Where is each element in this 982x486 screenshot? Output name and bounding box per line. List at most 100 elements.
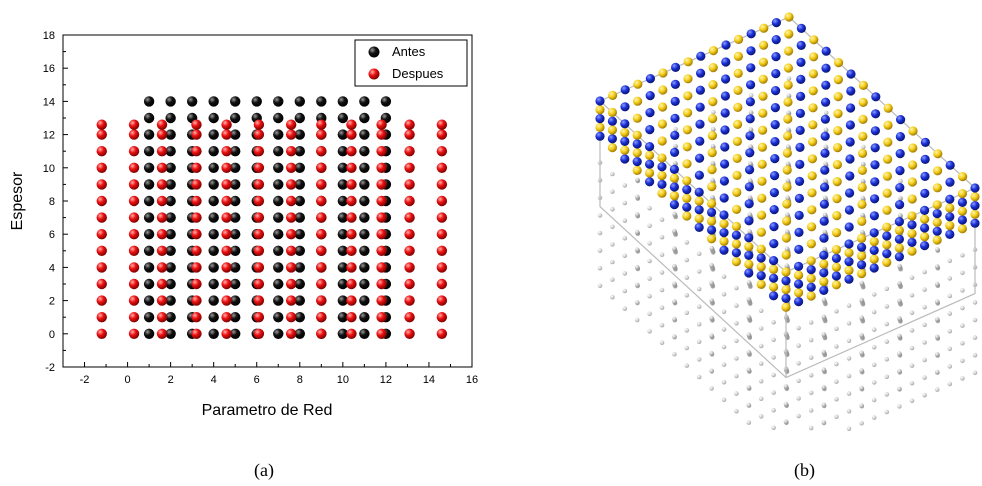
lattice-atom-yellow [731, 221, 741, 231]
lattice-atom-grey [622, 200, 628, 206]
lattice-atom-grey [647, 311, 652, 317]
lattice-atom-blue [719, 193, 729, 203]
lattice-atom-grey [659, 270, 665, 275]
lattice-atom-grey [610, 224, 615, 230]
lattice-atom-grey [721, 379, 727, 385]
lattice-atom-blue [771, 52, 781, 62]
lattice-atom-grey [808, 355, 814, 360]
point-antes [165, 129, 176, 140]
point-despues [253, 212, 265, 223]
point-antes [230, 146, 241, 157]
lattice-atom-grey [597, 265, 603, 271]
point-antes [359, 229, 370, 240]
lattice-atom-blue [820, 131, 830, 141]
lattice-atom-blue [844, 205, 854, 215]
point-despues [404, 312, 415, 323]
lattice-atom-grey [696, 357, 702, 362]
lattice-atom-grey [909, 328, 915, 333]
y-tick-label: 10 [43, 163, 55, 175]
lattice-atom-grey [634, 282, 640, 288]
point-antes [143, 179, 155, 190]
point-despues [253, 129, 265, 140]
lattice-atom-blue [620, 102, 630, 112]
lattice-atom-grey [834, 326, 839, 332]
lattice-atom-yellow [907, 229, 917, 239]
point-despues [96, 229, 107, 240]
lattice-atom-yellow [857, 216, 867, 226]
lattice-atom-grey [897, 333, 902, 339]
lattice-atom-grey [834, 308, 839, 314]
lattice-atom-yellow [744, 242, 754, 252]
lattice-atom-grey [747, 212, 753, 217]
lattice-atom-grey [721, 397, 727, 403]
lattice-atom-blue [696, 51, 706, 61]
lattice-atom-yellow [632, 148, 642, 158]
lattice-atom-blue [945, 212, 955, 222]
caption-b: (b) [794, 460, 815, 480]
point-despues [156, 262, 168, 273]
lattice-atom-blue [907, 237, 917, 247]
lattice-atom-grey [823, 161, 828, 167]
lattice-atom-grey [909, 275, 915, 280]
x-tick-label: 2 [168, 374, 174, 386]
point-antes [165, 312, 176, 323]
lattice-atom-blue [745, 97, 755, 107]
point-antes [230, 295, 241, 306]
point-antes [294, 245, 305, 256]
lattice-atom-blue [595, 131, 605, 141]
lattice-atom-yellow [883, 137, 893, 147]
point-despues [404, 212, 415, 223]
point-despues [346, 129, 357, 140]
legend: Antes Despues [354, 39, 468, 87]
lattice-atom-grey [922, 392, 927, 398]
lattice-atom-grey [659, 287, 665, 293]
lattice-atom-yellow [783, 63, 793, 73]
lattice-atom-yellow [607, 143, 617, 153]
lattice-atom-grey [846, 303, 852, 308]
lattice-atom-yellow [908, 160, 918, 170]
lattice-atom-yellow [633, 79, 643, 89]
lattice-atom-grey [822, 229, 828, 235]
lattice-atom-grey [860, 212, 865, 218]
lattice-atom-grey [747, 229, 752, 234]
lattice-atom-yellow [694, 214, 704, 224]
lattice-atom-grey [947, 328, 953, 334]
lattice-atom-grey [897, 386, 902, 392]
point-despues [376, 162, 387, 173]
lattice-atom-grey [758, 343, 764, 349]
point-despues [96, 212, 107, 223]
point-despues [253, 146, 265, 157]
lattice-atom-blue [670, 96, 680, 106]
point-despues [285, 328, 297, 339]
point-despues [285, 295, 297, 306]
point-antes [337, 146, 349, 157]
lattice-atom-grey [785, 178, 791, 183]
point-antes [273, 195, 284, 207]
point-antes [359, 245, 370, 256]
point-despues [376, 262, 387, 273]
lattice-atom-yellow [731, 257, 741, 267]
lattice-atom-grey [947, 293, 953, 299]
lattice-atom-blue [770, 171, 780, 181]
lattice-atom-blue [670, 130, 680, 140]
lattice-atom-blue [869, 245, 879, 255]
lattice-atom-grey [822, 212, 828, 218]
point-despues [96, 179, 107, 190]
lattice-atom-blue [595, 114, 605, 124]
lattice-atom-yellow [844, 265, 854, 275]
lattice-atom-grey [634, 229, 640, 235]
lattice-atom-yellow [683, 91, 693, 101]
lattice-atom-grey [898, 195, 903, 201]
lattice-atom-yellow [858, 114, 868, 124]
point-antes [230, 328, 241, 339]
lattice-atom-yellow [932, 200, 942, 210]
lattice-atom-grey [597, 230, 603, 236]
lattice-atom-yellow [945, 221, 955, 231]
lattice-atom-grey [610, 294, 615, 300]
lattice-atom-blue [857, 242, 867, 252]
lattice-atom-yellow [807, 205, 817, 215]
y-tick-label: 8 [49, 196, 55, 208]
lattice-atom-blue [771, 86, 781, 96]
point-antes [165, 245, 176, 256]
lattice-atom-grey [710, 160, 716, 166]
